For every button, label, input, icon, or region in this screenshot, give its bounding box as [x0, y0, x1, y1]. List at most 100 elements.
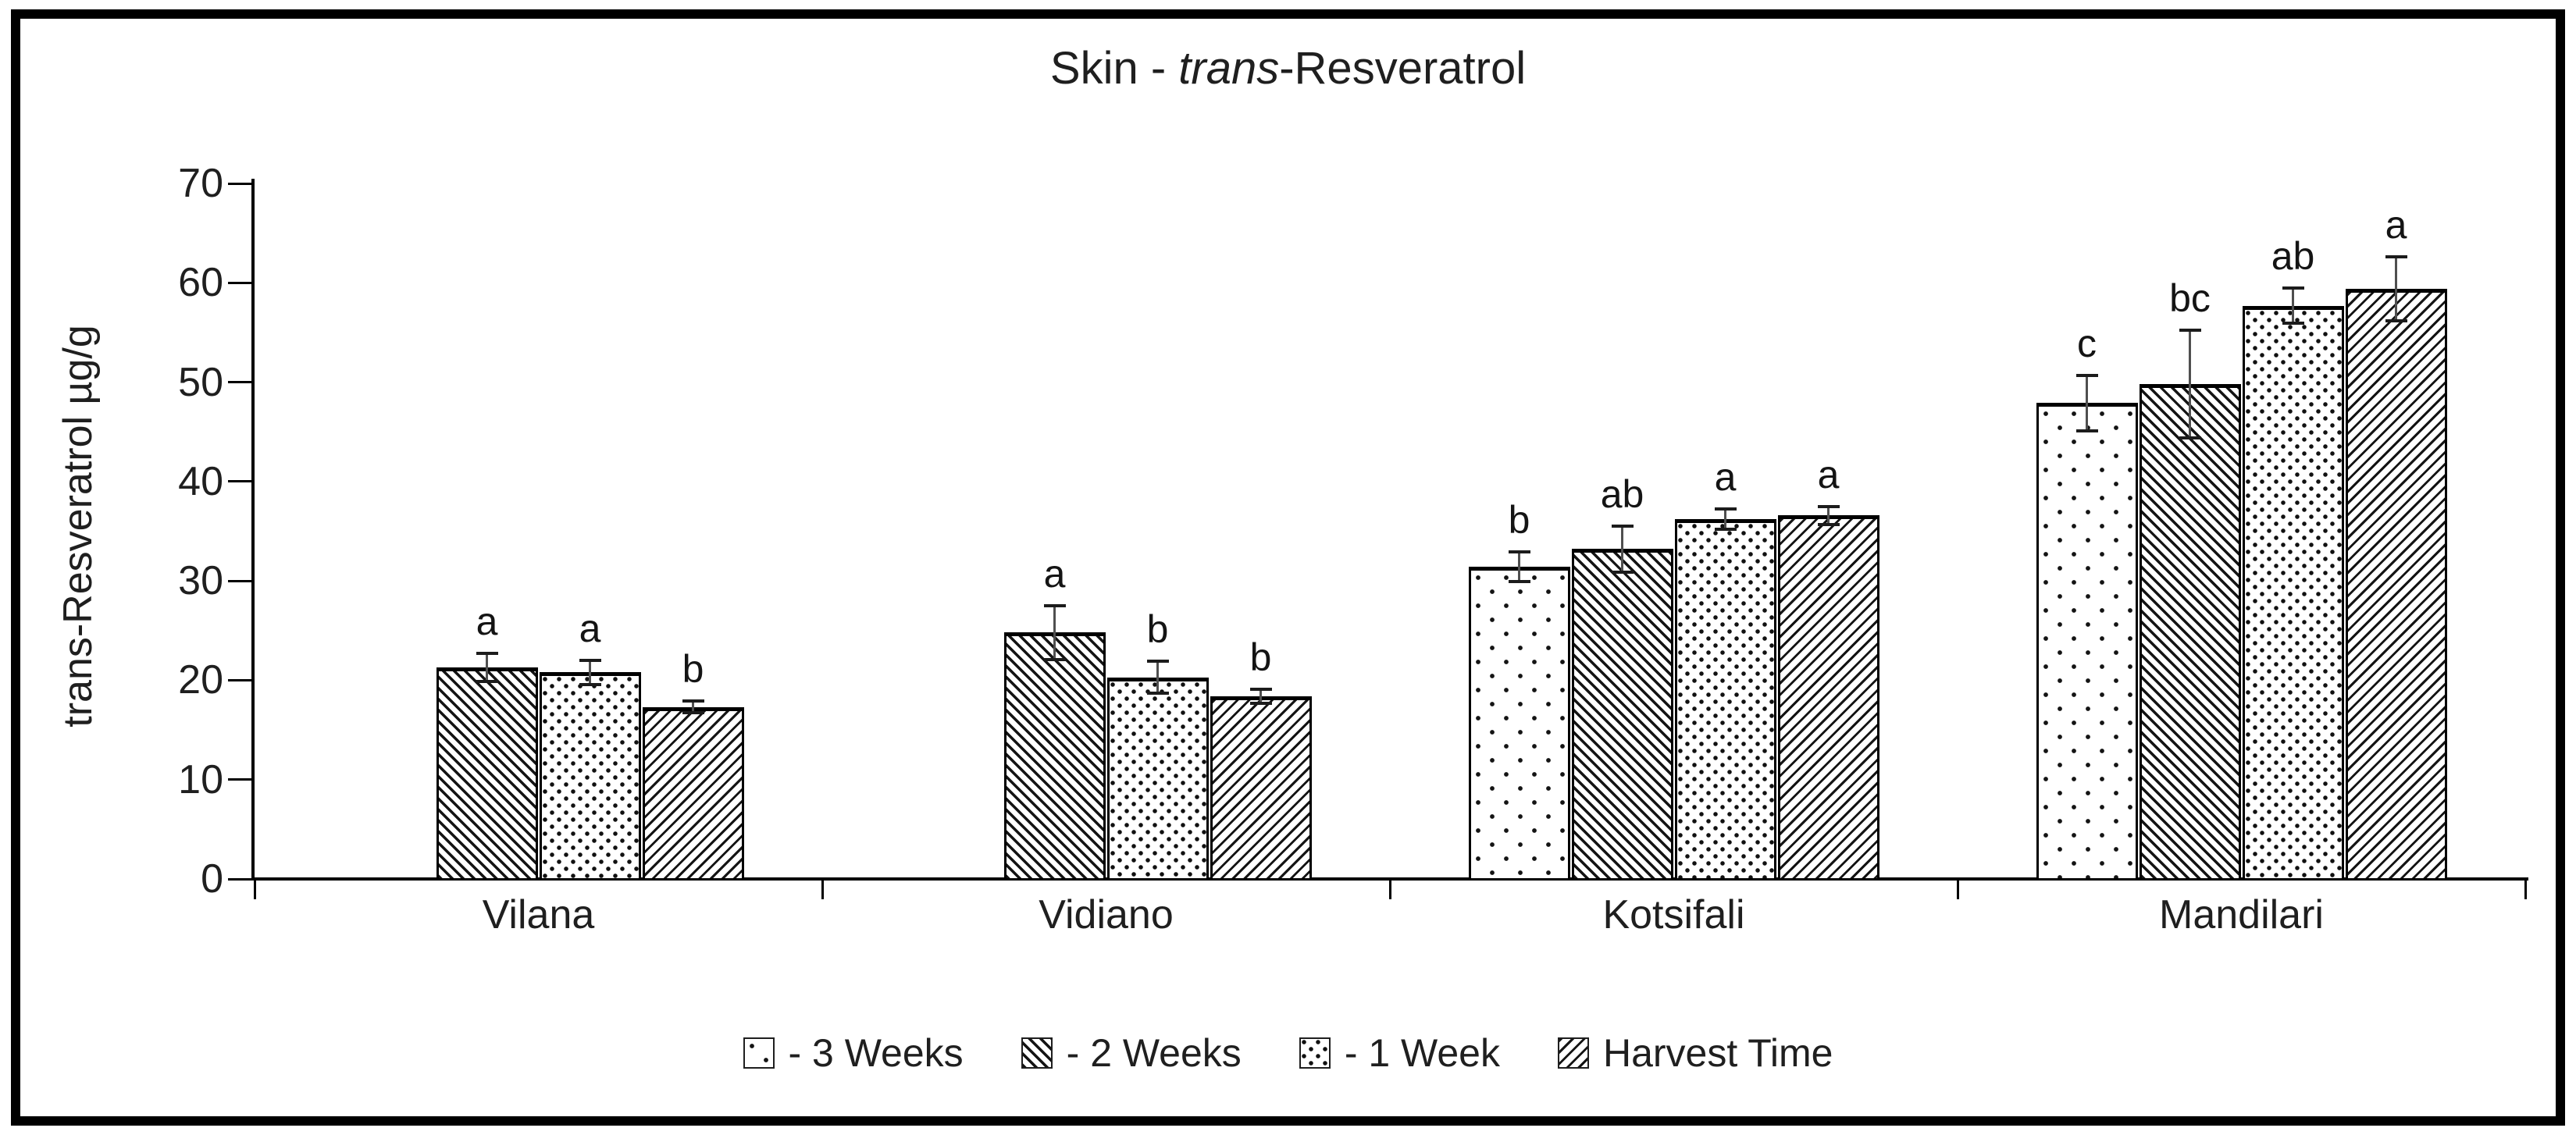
bar-vidiano-1week	[1106, 677, 1209, 881]
error-bar-cap-bottom	[1146, 691, 1169, 695]
error-bar-cap-top	[2385, 255, 2407, 259]
error-bar-cap-bottom	[1043, 657, 1066, 661]
legend-swatch-diag-backslash-icon	[1021, 1037, 1053, 1069]
significance-letter: a	[2385, 203, 2407, 247]
legend-item: - 1 Week	[1299, 1030, 1500, 1076]
error-bar-line	[1156, 661, 1159, 693]
significance-letter: b	[1508, 498, 1530, 543]
y-tick-mark	[228, 579, 251, 582]
error-bar-line	[486, 653, 488, 681]
legend-label: Harvest Time	[1602, 1031, 1833, 1075]
error-bar-cap-top	[1714, 507, 1737, 511]
error-bar-line	[1724, 509, 1726, 529]
y-axis-title: trans-Resveratrol µg/g	[55, 325, 101, 728]
bar-kotsifali-harvesttime	[1777, 515, 1879, 881]
bar-vilana-harvesttime	[642, 706, 744, 881]
significance-letter: ab	[1600, 472, 1644, 517]
error-bar-cap-top	[1043, 603, 1066, 607]
chart-title-suffix: -Resveratrol	[1279, 43, 1527, 94]
y-tick-label: 0	[201, 856, 223, 902]
error-bar-cap-bottom	[579, 682, 601, 686]
error-bar-cap-top	[2075, 373, 2098, 377]
category-label-vidiano: Vidiano	[1039, 892, 1174, 938]
significance-letter: ab	[2271, 233, 2315, 278]
significance-letter: bc	[2169, 276, 2211, 321]
y-tick-mark	[228, 678, 251, 681]
error-bar-line	[1621, 526, 1623, 572]
error-bar-line	[2292, 287, 2294, 324]
significance-letter: b	[1249, 635, 1272, 679]
error-bar-cap-bottom	[1508, 580, 1530, 584]
error-bar-cap-top	[1249, 687, 1272, 691]
significance-letter: a	[579, 606, 601, 650]
significance-letter: a	[1817, 452, 1840, 496]
y-tick-mark	[228, 877, 251, 881]
legend: - 3 Weeks - 2 Weeks - 1 Week Harvest Time	[20, 1030, 2556, 1076]
x-tick-mark	[1956, 879, 1959, 899]
y-tick-mark	[228, 778, 251, 781]
bar-kotsifali-2weeks	[1571, 549, 1673, 881]
error-bar-line	[2395, 257, 2397, 321]
y-axis-line	[251, 179, 255, 881]
x-tick-mark	[821, 879, 824, 899]
bar-vidiano-2weeks	[1003, 632, 1106, 881]
legend-item: Harvest Time	[1557, 1030, 1833, 1076]
error-bar-line	[589, 660, 591, 685]
error-bar-cap-top	[476, 652, 498, 656]
y-tick-label: 10	[178, 756, 223, 802]
error-bar-cap-top	[1817, 504, 1840, 508]
legend-swatch-dots-sparse-icon	[743, 1037, 775, 1069]
error-bar-cap-top	[1146, 660, 1169, 664]
y-tick-label: 40	[178, 458, 223, 504]
bar-mandilari-harvesttime	[2345, 288, 2447, 881]
bar-mandilari-1week	[2242, 305, 2344, 881]
legend-label: - 2 Weeks	[1066, 1031, 1242, 1075]
significance-letter: a	[1043, 551, 1066, 596]
x-tick-mark	[1388, 879, 1391, 899]
legend-label: - 3 Weeks	[788, 1031, 964, 1075]
significance-letter: a	[476, 600, 498, 644]
bar-kotsifali-1week	[1674, 519, 1776, 881]
bar-vidiano-harvesttime	[1210, 696, 1312, 881]
figure-border: Skin - trans-Resveratrol trans-Resveratr…	[11, 9, 2565, 1126]
error-bar-cap-bottom	[476, 679, 498, 683]
error-bar-cap-bottom	[682, 711, 704, 715]
y-tick-label: 30	[178, 558, 223, 604]
bar-vilana-1week	[539, 672, 641, 881]
legend-label: - 1 Week	[1344, 1031, 1500, 1075]
error-bar-cap-top	[579, 658, 601, 662]
significance-letter: c	[2077, 321, 2097, 365]
error-bar-line	[1827, 506, 1830, 525]
y-tick-mark	[228, 182, 251, 185]
bar-mandilari-3weeks	[2036, 403, 2138, 881]
error-bar-line	[692, 701, 694, 713]
error-bar-line	[1053, 605, 1056, 660]
error-bar-cap-top	[2282, 286, 2304, 290]
legend-swatch-diag-slash-icon	[1557, 1037, 1589, 1069]
error-bar-cap-top	[682, 699, 704, 703]
error-bar-line	[2189, 330, 2191, 438]
chart-title: Skin - trans-Resveratrol	[20, 42, 2556, 94]
y-tick-label: 60	[178, 260, 223, 306]
y-tick-mark	[228, 381, 251, 384]
bar-mandilari-2weeks	[2139, 384, 2241, 881]
error-bar-cap-bottom	[2385, 318, 2407, 322]
y-tick-mark	[228, 281, 251, 284]
chart-title-italic: trans	[1178, 43, 1280, 94]
error-bar-cap-bottom	[1249, 701, 1272, 705]
error-bar-cap-top	[1611, 525, 1634, 528]
error-bar-line	[1518, 552, 1520, 582]
error-bar-line	[2086, 375, 2088, 431]
significance-letter: b	[682, 647, 704, 692]
category-label-kotsifali: Kotsifali	[1602, 892, 1745, 938]
category-label-mandilari: Mandilari	[2159, 892, 2324, 938]
error-bar-cap-bottom	[2179, 436, 2201, 439]
x-tick-mark	[253, 879, 256, 899]
bar-kotsifali-3weeks	[1468, 567, 1570, 881]
error-bar-cap-bottom	[1611, 570, 1634, 574]
y-tick-label: 20	[178, 657, 223, 703]
error-bar-cap-bottom	[2282, 322, 2304, 326]
legend-item: - 3 Weeks	[743, 1030, 964, 1076]
error-bar-cap-bottom	[1714, 527, 1737, 531]
y-tick-label: 50	[178, 359, 223, 405]
